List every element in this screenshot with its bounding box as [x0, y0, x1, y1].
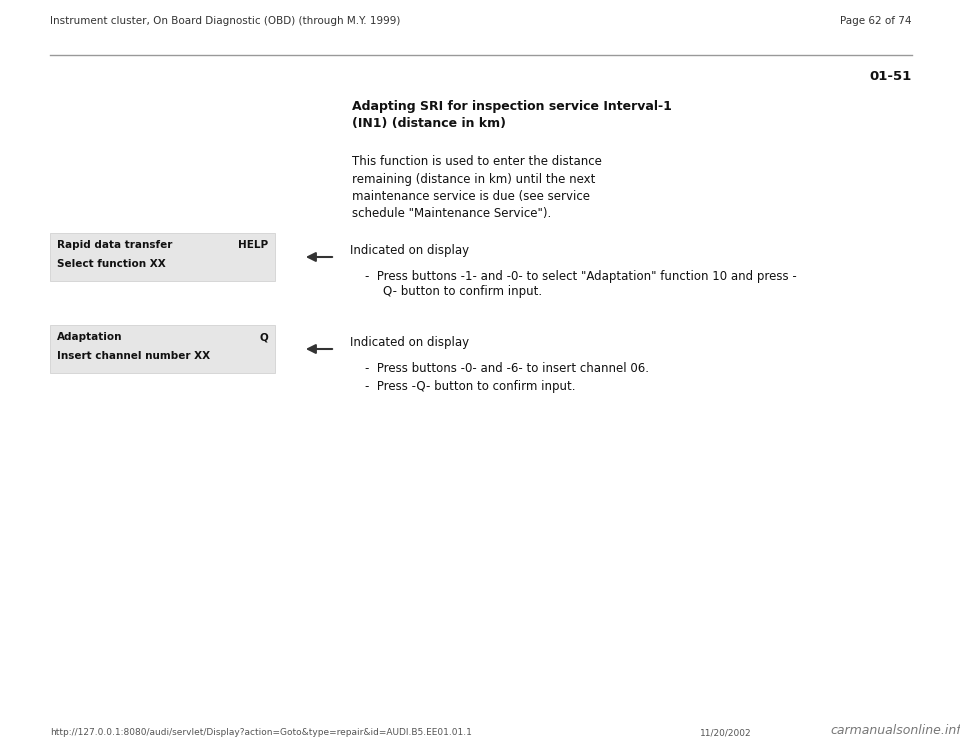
Text: Insert channel number XX: Insert channel number XX: [57, 351, 210, 361]
Text: Indicated on display: Indicated on display: [350, 336, 469, 349]
Text: Page 62 of 74: Page 62 of 74: [841, 16, 912, 26]
Text: HELP: HELP: [238, 240, 268, 250]
Bar: [50, 325, 275, 373]
Bar: [50, 233, 275, 281]
Text: http://127.0.0.1:8080/audi/servlet/Display?action=Goto&type=repair&id=AUDI.B5.EE: http://127.0.0.1:8080/audi/servlet/Displ…: [50, 728, 472, 737]
Text: This function is used to enter the distance
remaining (distance in km) until the: This function is used to enter the dista…: [352, 155, 602, 220]
Text: 01-51: 01-51: [870, 70, 912, 83]
Text: Adaptation: Adaptation: [57, 332, 123, 342]
Text: -  Press -Q- button to confirm input.: - Press -Q- button to confirm input.: [365, 380, 575, 393]
Text: -  Press buttons -1- and -0- to select "Adaptation" function 10 and press -: - Press buttons -1- and -0- to select "A…: [365, 270, 797, 283]
Text: Select function XX: Select function XX: [57, 259, 166, 269]
Text: -  Press buttons -0- and -6- to insert channel 06.: - Press buttons -0- and -6- to insert ch…: [365, 362, 649, 375]
Text: Q: Q: [259, 332, 268, 342]
Text: Indicated on display: Indicated on display: [350, 244, 469, 257]
Text: Q- button to confirm input.: Q- button to confirm input.: [383, 285, 542, 298]
Text: carmanualsonline.info: carmanualsonline.info: [830, 724, 960, 737]
Text: Rapid data transfer: Rapid data transfer: [57, 240, 173, 250]
Text: Instrument cluster, On Board Diagnostic (OBD) (through M.Y. 1999): Instrument cluster, On Board Diagnostic …: [50, 16, 400, 26]
Text: Adapting SRI for inspection service Interval-1
(IN1) (distance in km): Adapting SRI for inspection service Inte…: [352, 100, 672, 130]
Text: 11/20/2002: 11/20/2002: [700, 728, 752, 737]
